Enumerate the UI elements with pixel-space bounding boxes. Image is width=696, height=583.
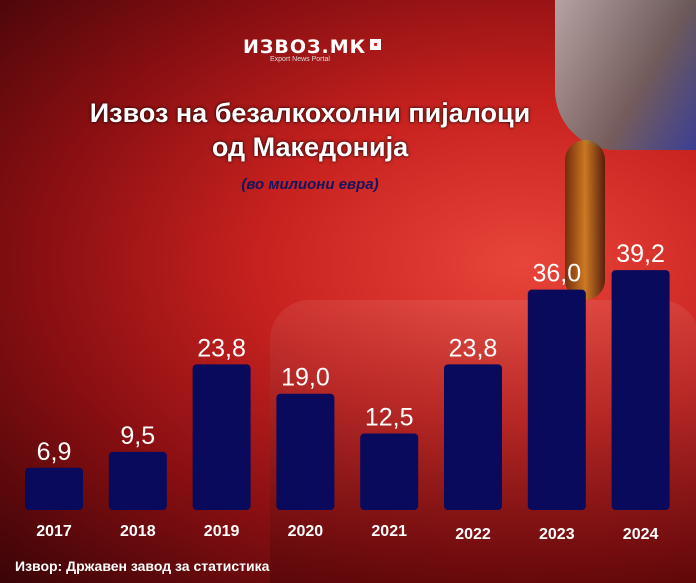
x-tick-label: 2022 xyxy=(455,526,491,543)
bar-2020 xyxy=(276,393,335,510)
x-tick-label: 2020 xyxy=(288,523,324,540)
can-illustration xyxy=(555,0,696,150)
bar-2023 xyxy=(527,289,586,510)
value-label: 23,8 xyxy=(449,334,498,362)
logo-tagline: Export News Portal xyxy=(270,56,330,63)
logo-square-icon xyxy=(370,39,381,50)
bar-2019 xyxy=(192,364,251,510)
bar-2017 xyxy=(25,467,83,510)
source-note: Извор: Државен завод за статистика xyxy=(15,558,270,574)
title-line-1: Извоз на безалкохолни пијалоци xyxy=(89,98,531,128)
value-label: 36,0 xyxy=(532,260,581,288)
value-label: 23,8 xyxy=(197,334,246,362)
x-tick-label: 2019 xyxy=(204,523,240,540)
value-label: 19,0 xyxy=(281,364,330,392)
value-label: 9,5 xyxy=(120,422,155,450)
chart-subtitle: (во милиони евра) xyxy=(241,176,379,193)
chart-title: Извоз на безалкохолни пијалоци од Македо… xyxy=(0,96,620,164)
bar-2018 xyxy=(108,451,167,510)
value-label: 6,9 xyxy=(37,438,72,466)
pouring-drink xyxy=(565,140,605,300)
value-label: 12,5 xyxy=(365,404,414,432)
x-tick-label: 2018 xyxy=(120,523,156,540)
bar-2024 xyxy=(611,270,670,510)
title-line-2: од Македонија xyxy=(211,132,409,162)
value-label: 39,2 xyxy=(616,240,665,268)
x-tick-label: 2017 xyxy=(36,523,72,540)
bar-2021 xyxy=(360,433,419,510)
logo-text: ИЗВОЗ.МК xyxy=(243,36,367,58)
bar-2022 xyxy=(444,364,502,510)
x-tick-label: 2024 xyxy=(623,526,659,543)
x-tick-label: 2023 xyxy=(539,526,575,543)
x-tick-label: 2021 xyxy=(371,523,407,540)
